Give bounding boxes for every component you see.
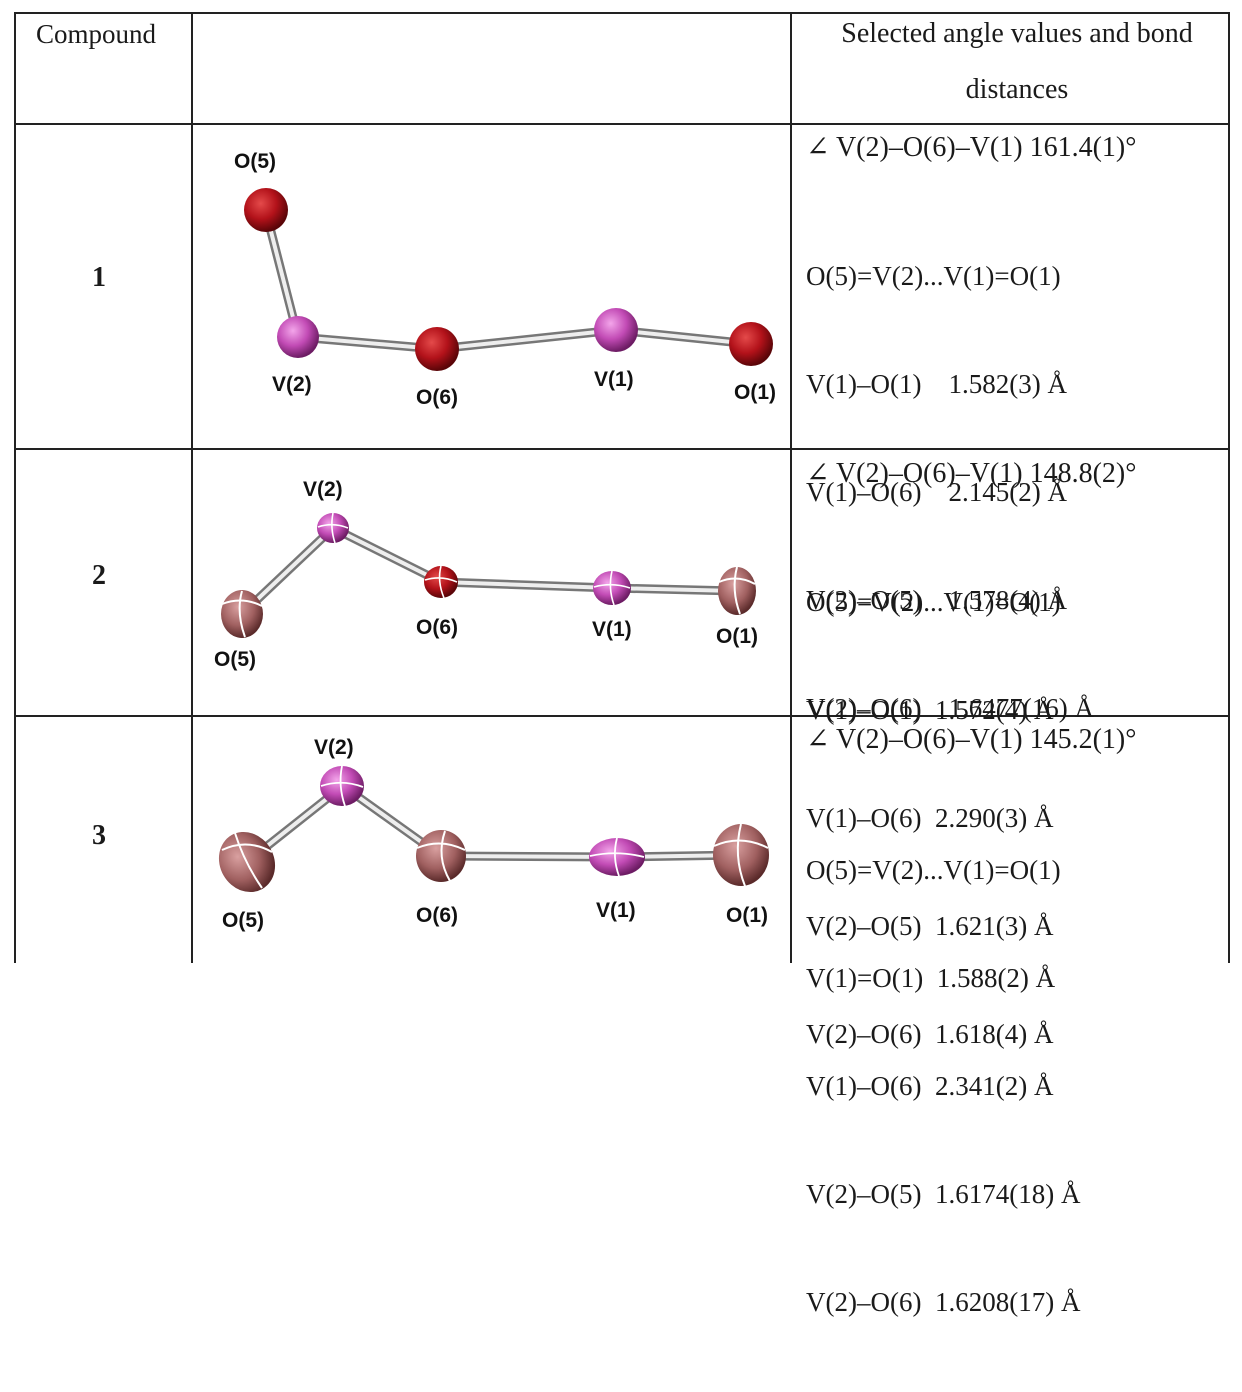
bond-line: V(1)=O(1) 1.588(2) Å: [806, 963, 1056, 993]
atom-label: O(1): [726, 904, 768, 927]
bond-line: V(1)–O(1) 1.582(3) Å: [806, 369, 1067, 399]
atom-o1: [718, 566, 756, 615]
atom-o1: [713, 823, 769, 887]
angle-value: ∠ V(2)–O(6)–V(1) 161.4(1)°: [806, 132, 1137, 163]
table-divider-2: [790, 12, 792, 963]
atom-label: V(1): [592, 618, 632, 641]
atom-v1: [589, 837, 645, 877]
atom-label: V(2): [303, 478, 343, 501]
atom-v2: [317, 512, 349, 544]
table-border-right: [1228, 12, 1230, 963]
table-rule-row2: [14, 715, 1230, 717]
compound-id: 1: [92, 262, 106, 293]
angle-value: ∠ V(2)–O(6)–V(1) 145.2(1)°: [806, 724, 1137, 755]
atom-label: V(1): [596, 899, 636, 922]
atom-label: O(1): [716, 625, 758, 648]
molecule-2: V(2) O(5) O(6) V(1) O(1): [214, 478, 758, 671]
header-compound: Compound: [36, 19, 157, 49]
bond-list: O(5)=V(2)...V(1)=O(1) V(1)–O(1) 1.582(3)…: [806, 186, 1094, 798]
table-rule-header: [14, 123, 1230, 125]
atom-v2: [277, 316, 319, 358]
bond-line: O(5)=V(2)...V(1)=O(1): [806, 261, 1061, 291]
bond-line: V(1)–O(1) 1.572(4) Å: [806, 695, 1054, 725]
atom-label: O(6): [416, 616, 458, 639]
atom-v1: [593, 570, 631, 606]
atom-label: O(6): [416, 904, 458, 927]
bond-line: V(2)–O(6) 1.6477(16) Å: [806, 693, 1094, 723]
header-data: Selected angle values and bond distances: [841, 18, 1193, 105]
atom-label: V(1): [594, 368, 634, 391]
atom-label: V(2): [272, 373, 312, 396]
table-border-left: [14, 12, 16, 963]
atom-label: O(5): [234, 150, 276, 173]
bond-line: V(1)–O(6) 2.145(2) Å: [806, 477, 1067, 507]
compound-id: 3: [92, 820, 106, 851]
angle-value: ∠ V(2)–O(6)–V(1) 148.8(2)°: [806, 458, 1137, 489]
atom-o6: [424, 565, 458, 599]
bond-line: O(5)=V(2)...V(1)=O(1): [806, 855, 1061, 885]
atom-v2: [320, 765, 364, 807]
atom-label: O(6): [416, 386, 458, 409]
table-rule-row1: [14, 448, 1230, 450]
atom-label: O(1): [734, 381, 776, 404]
compound-id: 2: [92, 560, 106, 591]
molecule-3: V(2) O(5) O(6) V(1) O(1): [218, 736, 769, 932]
atom-label: V(2): [314, 736, 354, 759]
bond-line: V(1)–O(6) 2.290(3) Å: [806, 803, 1054, 833]
bond-line: V(2)–O(5) 1.621(3) Å: [806, 911, 1054, 941]
bond-line: V(1)–O(6) 2.341(2) Å: [806, 1071, 1054, 1101]
bond-line: V(2)–O(6) 1.6208(17) Å: [806, 1287, 1081, 1317]
bond-line: V(2)–O(5) 1.578(4) Å: [806, 585, 1067, 615]
bond-line: O(5)=V(2)...V(1)=O(1): [806, 587, 1061, 617]
table-rule-top: [14, 12, 1230, 14]
atom-label: O(5): [214, 648, 256, 671]
atom-label: O(5): [222, 909, 264, 932]
bond-line: V(2)–O(5) 1.6174(18) Å: [806, 1179, 1081, 1209]
atom-o5: [218, 831, 276, 893]
atom-v1: [594, 308, 638, 352]
molecule-diagrams: O(5) V(2) O(6) V(1) O(1): [214, 150, 776, 932]
molecule-1: O(5) V(2) O(6) V(1) O(1): [234, 150, 776, 409]
atom-o5: [244, 188, 288, 232]
table-divider-1: [191, 12, 193, 963]
atom-o5: [221, 590, 263, 638]
atom-o1: [729, 322, 773, 366]
atom-o6: [416, 830, 466, 882]
atom-o6: [415, 327, 459, 371]
